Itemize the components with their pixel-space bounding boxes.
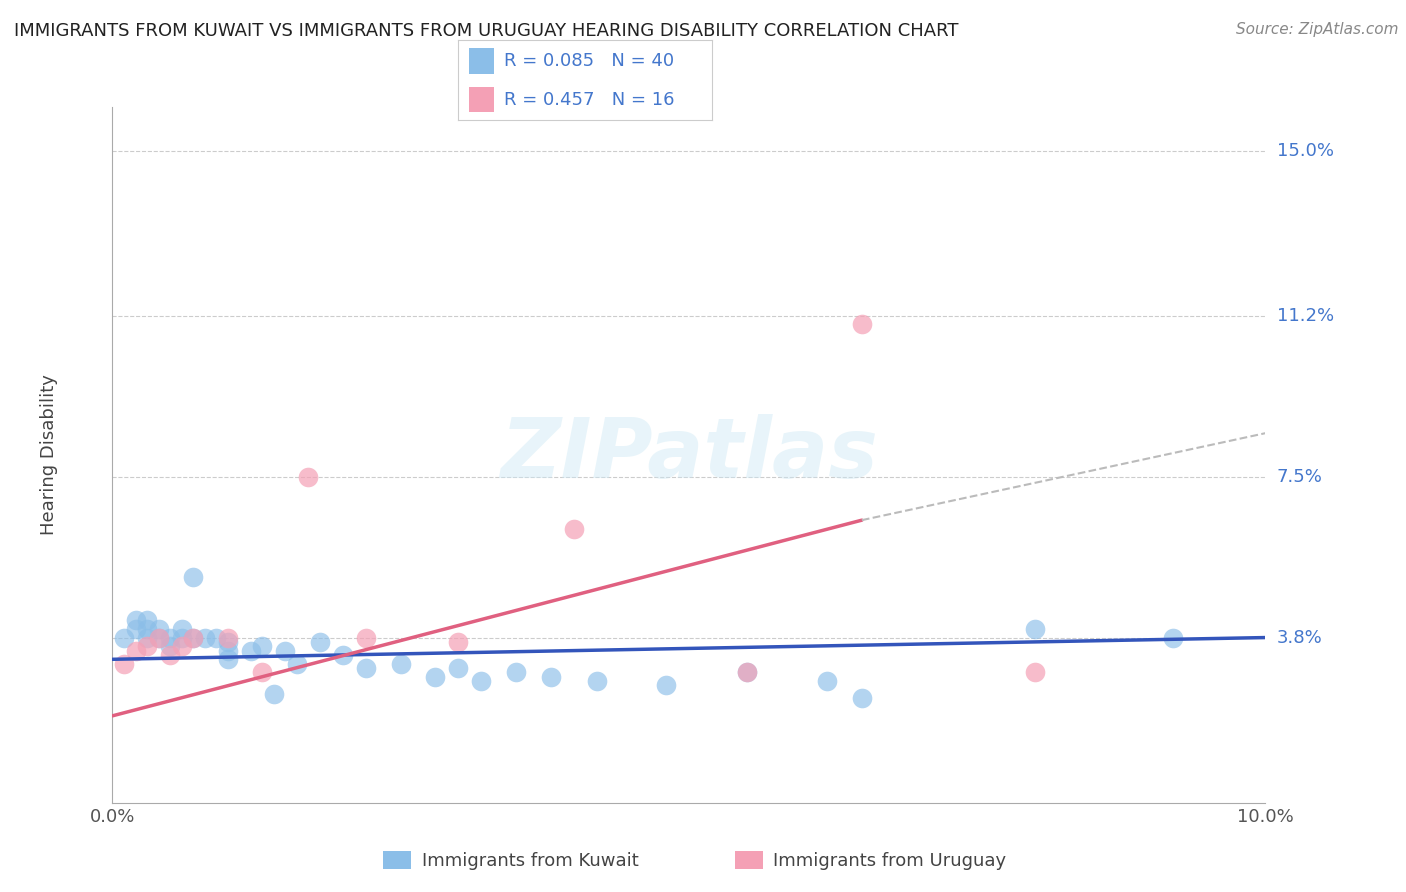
Point [1161,631,1184,645]
Point [217,635,239,649]
Point [112,631,135,645]
Point [263,687,285,701]
Point [252,639,274,653]
Point [217,643,239,657]
Point [148,631,170,645]
Point [354,631,377,645]
Point [505,665,527,680]
Point [148,622,170,636]
Point [1024,622,1046,636]
Point [851,691,873,706]
Text: Immigrants from Uruguay: Immigrants from Uruguay [773,852,1007,870]
Text: 11.2%: 11.2% [1277,307,1334,325]
Text: Hearing Disability: Hearing Disability [39,375,58,535]
Point [655,678,678,692]
Point [297,469,319,483]
Point [815,674,838,689]
Point [205,631,228,645]
Point [735,665,758,680]
Point [1024,665,1046,680]
Point [285,657,308,671]
Point [124,622,146,636]
Text: ZIPatlas: ZIPatlas [501,415,877,495]
Text: 3.8%: 3.8% [1277,629,1322,647]
Point [181,631,204,645]
Point [332,648,354,662]
Point [159,639,181,653]
FancyBboxPatch shape [468,87,494,112]
Point [447,661,470,675]
Point [159,631,181,645]
Point [252,665,274,680]
Point [112,657,135,671]
Point [239,643,262,657]
Text: R = 0.457   N = 16: R = 0.457 N = 16 [503,91,675,109]
Point [851,318,873,332]
Point [735,665,758,680]
Point [148,631,170,645]
Point [425,670,447,684]
Point [136,631,159,645]
Point [159,648,181,662]
Point [170,622,193,636]
Point [540,670,562,684]
Point [136,613,159,627]
Point [389,657,412,671]
Text: 15.0%: 15.0% [1277,142,1333,160]
Point [447,635,470,649]
Point [181,631,204,645]
Text: Source: ZipAtlas.com: Source: ZipAtlas.com [1236,22,1399,37]
Point [124,613,146,627]
Point [562,522,585,536]
Point [309,635,332,649]
Point [136,639,159,653]
Text: R = 0.085   N = 40: R = 0.085 N = 40 [503,52,673,70]
Text: 7.5%: 7.5% [1277,467,1323,485]
Point [354,661,377,675]
Point [194,631,217,645]
Bar [382,851,412,869]
Point [274,643,297,657]
Point [470,674,492,689]
Text: Immigrants from Kuwait: Immigrants from Kuwait [422,852,638,870]
Point [170,631,193,645]
Point [170,639,193,653]
Text: IMMIGRANTS FROM KUWAIT VS IMMIGRANTS FROM URUGUAY HEARING DISABILITY CORRELATION: IMMIGRANTS FROM KUWAIT VS IMMIGRANTS FRO… [14,22,959,40]
Point [217,631,239,645]
Point [585,674,607,689]
Point [136,622,159,636]
Point [124,643,146,657]
Point [181,570,204,584]
Point [217,652,239,666]
Bar [734,851,763,869]
FancyBboxPatch shape [468,48,494,74]
